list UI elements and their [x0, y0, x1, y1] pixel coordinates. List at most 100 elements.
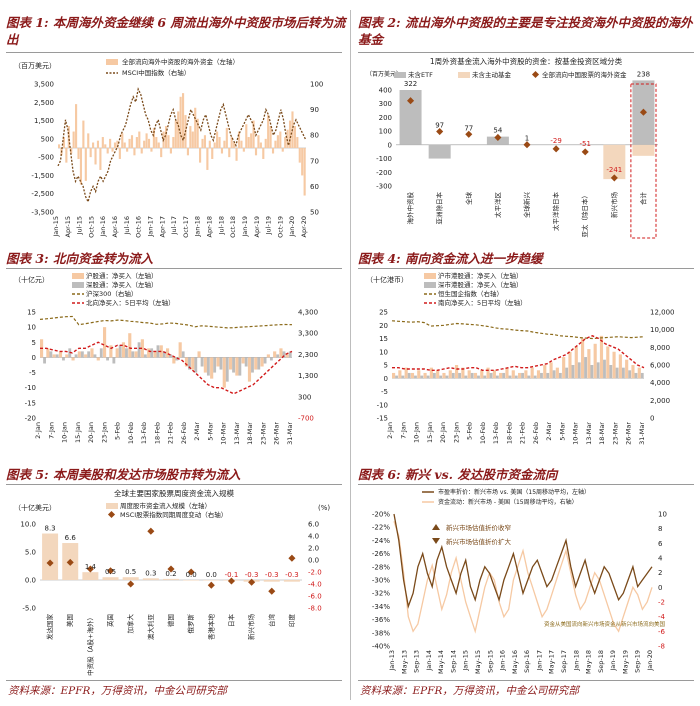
fig3-sz-bar: [188, 357, 191, 370]
fig2-y-tick: 0: [388, 141, 392, 149]
fig3-legend-index-label: 沪深300（右轴）: [86, 289, 137, 298]
fig3-sh-bar: [115, 348, 119, 358]
fig1-flow-bar: [274, 140, 277, 148]
fig1-legend-bar-swatch: [106, 59, 118, 65]
fig4-sh-bar: [505, 367, 509, 379]
fig2-total-marker: [465, 130, 473, 138]
fig3-sz-bar: [232, 357, 235, 373]
fig6-annotation-up: 新兴市场估值折价收窄: [446, 523, 512, 532]
fig1-flow-bar: [174, 120, 177, 148]
fig2-data-label: 54: [493, 127, 502, 135]
fig1-flow-bar: [116, 140, 119, 148]
fig2-active-bar: [603, 144, 626, 180]
fig5-flow-bar: [102, 577, 119, 580]
fig6-yleft-tick: -36%: [372, 616, 390, 624]
fig3-sh-bar: [153, 351, 157, 358]
fig3-sz-bar: [80, 351, 84, 358]
fig3-sz-bar: [251, 357, 254, 373]
fig1-flow-bar: [237, 131, 241, 148]
fig1-flow-bar: [279, 131, 282, 148]
fig4-sh-bar: [612, 351, 616, 379]
fig1-flow-bar: [84, 148, 87, 181]
fig1-x-tick: Apr-19: [253, 216, 261, 237]
fig1-x-tick: Oct-18: [229, 216, 237, 238]
fig3-x-tick: 20-Jan: [87, 422, 95, 443]
fig4-sh-bar: [530, 367, 534, 379]
fig5-x-category: 德国: [166, 614, 175, 627]
fig6-title: 图表 6: 新兴 vs. 发达股市资金流向: [358, 467, 558, 482]
fig2-data-label: 238: [637, 70, 650, 78]
fig4-x-tick: 2-Jan: [386, 422, 394, 439]
fig4-sz-bar: [577, 362, 581, 379]
fig3-sh-bar: [241, 357, 245, 364]
fig6-yleft-tick: -38%: [372, 629, 390, 637]
fig4-sz-bar: [445, 375, 449, 379]
fig1-flow-bar: [62, 137, 65, 148]
fig5-x-category: 俄罗斯: [186, 614, 195, 634]
fig3-x-tick: 26-Feb: [180, 422, 188, 444]
fig1-unit-label: （百万美元）: [14, 61, 56, 70]
fig1-flow-bar: [293, 126, 296, 148]
fig3-legend-sh-label: 沪股通：净买入（左轴）: [86, 271, 158, 280]
fig4-x-tick: 10-Jan: [413, 422, 421, 443]
fig5-yright-tick: 0.0: [308, 557, 319, 565]
fig5-x-category: 澳大利亚: [146, 614, 155, 641]
source-note-left: 资料来源：EPFR，万得资讯，中金公司研究部: [8, 685, 227, 697]
fig2-unit-label: （百万美元）: [366, 70, 402, 78]
fig3-yright-tick: 3,300: [298, 330, 318, 338]
fig1-flow-bar: [140, 148, 143, 154]
fig1-flow-bar: [218, 137, 221, 148]
fig1-flow-bar: [196, 118, 199, 148]
fig1-flow-bar: [177, 111, 180, 148]
fig5-data-label: -0.3: [285, 571, 299, 579]
fig6-x-tick: May-18: [585, 650, 593, 674]
fig3-sz-bar: [143, 354, 147, 358]
fig3-avg-line: [40, 341, 293, 395]
fig6-annotation-down: 新兴市场估值折价扩大: [446, 537, 512, 546]
fig4-yleft-tick: 5: [384, 362, 388, 370]
fig4-legend-sh-label: 沪市港股通：净买入（左轴）: [438, 271, 523, 280]
fig4-yright-tick: 12,000: [650, 309, 675, 317]
fig3-sh-bar: [140, 339, 144, 358]
fig6-yleft-tick: -24%: [372, 537, 390, 545]
fig5-data-label: 0.5: [105, 568, 116, 576]
fig5-data-label: 0.0: [186, 571, 197, 579]
fig1-flow-bar: [267, 115, 270, 148]
fig4-sz-bar: [640, 372, 644, 379]
fig1-yright-tick: 100: [310, 81, 323, 89]
fig4-sh-bar: [524, 370, 528, 379]
fig3-legend-sz-swatch: [72, 282, 84, 288]
fig4-sz-bar: [489, 372, 493, 379]
fig3-chart: （十亿元） 沪股通：净买入（左轴）深股通：净买入（左轴）沪深300（右轴）北向净买…: [14, 271, 318, 445]
fig5-index-marker: [207, 581, 215, 589]
fig6-yright-tick: -4: [658, 613, 666, 621]
fig6-yleft-tick: -28%: [372, 563, 390, 571]
fig1-flow-bar: [245, 124, 248, 148]
fig6-x-tick: May-13: [400, 650, 408, 674]
fig4-sh-bar: [392, 372, 396, 379]
fig4-sh-bar: [574, 346, 578, 379]
fig1-flow-bar: [206, 148, 209, 170]
fig4-chart: （十亿港币） 沪市港股通：净买入（左轴）深市港股通：净买入（左轴）恒生国企指数（右…: [366, 271, 675, 445]
fig2-title: 图表 2: 流出海外中资股的主要是专注投资海外中资股的海外基金: [358, 15, 693, 47]
fig4-x-tick: 15-Jan: [426, 422, 434, 443]
fig3-yright-tick: 300: [298, 393, 311, 401]
fig3-sz-bar: [55, 354, 59, 358]
fig6-yleft-tick: -20%: [372, 511, 390, 519]
fig6-pe-line: [393, 513, 653, 609]
fig1-flow-bar: [189, 126, 192, 148]
fig1-flow-bar: [201, 138, 204, 148]
fig1-x-tick: Jan-19: [241, 216, 249, 238]
fig5-index-marker: [86, 565, 94, 573]
fig3-yleft-tick: -15: [25, 399, 36, 407]
fig4-sh-bar: [423, 372, 427, 379]
fig1-flow-bar: [225, 127, 228, 148]
fig4-x-tick: 5-Mar: [558, 422, 566, 441]
fig3-sz-bar: [175, 357, 179, 361]
fig1-title: 图表 1: 本周海外资金继续 6 周流出海外中资股市场后转为流出: [6, 15, 346, 47]
fig5-yright-tick: 2.0: [308, 545, 319, 553]
fig1-flow-bar: [70, 148, 73, 154]
fig2-data-label: 77: [464, 124, 473, 132]
fig6-yright-tick: 2: [658, 569, 662, 577]
fig4-sz-bar: [521, 372, 524, 379]
